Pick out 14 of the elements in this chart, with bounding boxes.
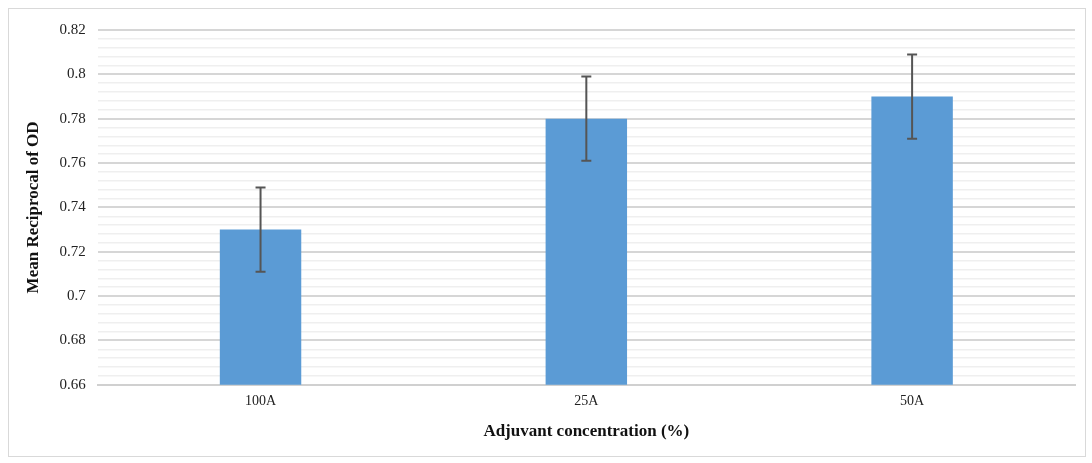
x-tick-label: 50A [900, 392, 926, 408]
y-tick-label: 0.82 [59, 20, 86, 37]
y-tick-label: 0.7 [66, 287, 87, 304]
y-tick-label: 0.78 [59, 109, 86, 126]
y-tick-label: 0.68 [59, 331, 86, 348]
y-tick-label: 0.76 [59, 153, 87, 170]
y-tick-label: 0.66 [59, 375, 87, 392]
y-axis-title: Mean Reciprocal of OD [22, 121, 42, 294]
y-tick-label: 0.8 [66, 65, 86, 82]
x-tick-label: 100A [244, 392, 277, 408]
y-tick-label: 0.74 [59, 198, 87, 215]
x-axis-title: Adjuvant concentration (%) [483, 421, 690, 441]
x-tick-label: 25A [574, 392, 600, 408]
y-tick-label: 0.72 [59, 242, 86, 259]
